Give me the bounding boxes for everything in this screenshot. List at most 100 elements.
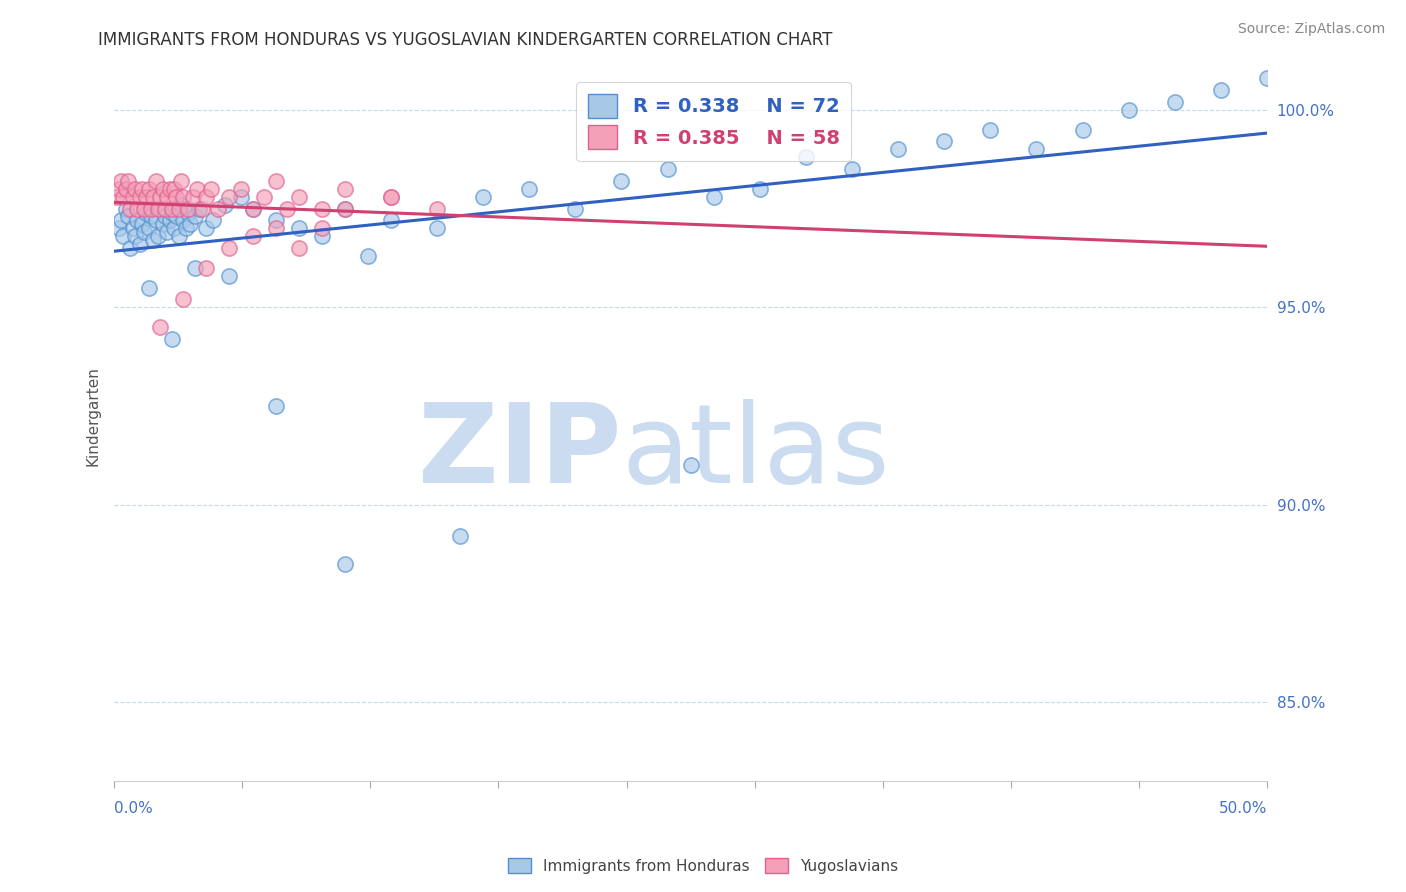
Point bbox=[1118, 103, 1140, 117]
Point bbox=[426, 221, 449, 235]
Point bbox=[114, 182, 136, 196]
Point bbox=[188, 202, 211, 216]
Point bbox=[218, 241, 240, 255]
Point bbox=[1071, 122, 1094, 136]
Point bbox=[172, 190, 194, 204]
Point bbox=[195, 260, 218, 275]
Point bbox=[146, 202, 169, 216]
Point bbox=[380, 190, 402, 204]
Point bbox=[139, 202, 162, 216]
Point bbox=[110, 213, 132, 227]
Point bbox=[311, 202, 333, 216]
Point bbox=[184, 210, 207, 224]
Point bbox=[679, 458, 702, 473]
Point bbox=[191, 202, 214, 216]
Point bbox=[112, 229, 135, 244]
Point bbox=[156, 225, 179, 239]
Point bbox=[748, 182, 770, 196]
Point bbox=[195, 190, 218, 204]
Point bbox=[117, 210, 139, 224]
Text: Source: ZipAtlas.com: Source: ZipAtlas.com bbox=[1237, 22, 1385, 37]
Point bbox=[124, 229, 146, 244]
Point bbox=[163, 182, 186, 196]
Point bbox=[174, 221, 197, 235]
Text: ZIP: ZIP bbox=[418, 399, 621, 506]
Point bbox=[134, 225, 156, 239]
Point bbox=[149, 202, 172, 216]
Point bbox=[135, 205, 157, 219]
Point bbox=[124, 182, 146, 196]
Point bbox=[163, 221, 186, 235]
Point bbox=[214, 197, 236, 211]
Point bbox=[887, 142, 910, 156]
Point bbox=[146, 229, 169, 244]
Point bbox=[138, 182, 160, 196]
Point bbox=[117, 174, 139, 188]
Point bbox=[841, 162, 863, 177]
Point bbox=[138, 221, 160, 235]
Point bbox=[112, 190, 135, 204]
Point bbox=[177, 205, 200, 219]
Point bbox=[142, 233, 165, 247]
Point bbox=[120, 241, 142, 255]
Point bbox=[121, 221, 143, 235]
Point bbox=[160, 202, 183, 216]
Legend: R = 0.338    N = 72, R = 0.385    N = 58: R = 0.338 N = 72, R = 0.385 N = 58 bbox=[576, 82, 851, 161]
Point bbox=[242, 229, 264, 244]
Point bbox=[1164, 95, 1187, 109]
Point bbox=[110, 174, 132, 188]
Point bbox=[517, 182, 540, 196]
Point bbox=[287, 221, 309, 235]
Point bbox=[135, 190, 157, 204]
Point bbox=[311, 221, 333, 235]
Point bbox=[145, 213, 167, 227]
Point bbox=[242, 202, 264, 216]
Point bbox=[333, 202, 356, 216]
Point bbox=[449, 529, 471, 543]
Point bbox=[218, 190, 240, 204]
Point bbox=[264, 221, 287, 235]
Point bbox=[1025, 142, 1047, 156]
Text: IMMIGRANTS FROM HONDURAS VS YUGOSLAVIAN KINDERGARTEN CORRELATION CHART: IMMIGRANTS FROM HONDURAS VS YUGOSLAVIAN … bbox=[98, 31, 832, 49]
Point bbox=[703, 190, 725, 204]
Point bbox=[149, 320, 172, 334]
Point bbox=[179, 218, 201, 232]
Point bbox=[610, 174, 633, 188]
Point bbox=[276, 202, 298, 216]
Point bbox=[202, 213, 225, 227]
Point bbox=[333, 182, 356, 196]
Point bbox=[311, 229, 333, 244]
Point bbox=[138, 280, 160, 294]
Point bbox=[159, 213, 181, 227]
Point bbox=[152, 218, 174, 232]
Point bbox=[979, 122, 1001, 136]
Y-axis label: Kindergarten: Kindergarten bbox=[86, 366, 100, 466]
Point bbox=[120, 202, 142, 216]
Point bbox=[167, 202, 190, 216]
Point bbox=[134, 202, 156, 216]
Point bbox=[357, 249, 380, 263]
Point bbox=[153, 202, 176, 216]
Point bbox=[167, 229, 190, 244]
Point bbox=[794, 150, 817, 164]
Point bbox=[564, 202, 586, 216]
Point bbox=[380, 213, 402, 227]
Point bbox=[218, 268, 240, 283]
Point bbox=[934, 135, 956, 149]
Point bbox=[105, 190, 128, 204]
Point bbox=[107, 221, 129, 235]
Point bbox=[287, 190, 309, 204]
Point bbox=[152, 182, 174, 196]
Point bbox=[139, 210, 162, 224]
Point bbox=[107, 182, 129, 196]
Point bbox=[229, 182, 252, 196]
Point bbox=[287, 241, 309, 255]
Point bbox=[159, 182, 181, 196]
Point bbox=[121, 190, 143, 204]
Point bbox=[128, 237, 150, 252]
Point bbox=[333, 557, 356, 571]
Point bbox=[186, 182, 208, 196]
Point bbox=[333, 202, 356, 216]
Point bbox=[160, 205, 183, 219]
Text: 0.0%: 0.0% bbox=[114, 801, 153, 816]
